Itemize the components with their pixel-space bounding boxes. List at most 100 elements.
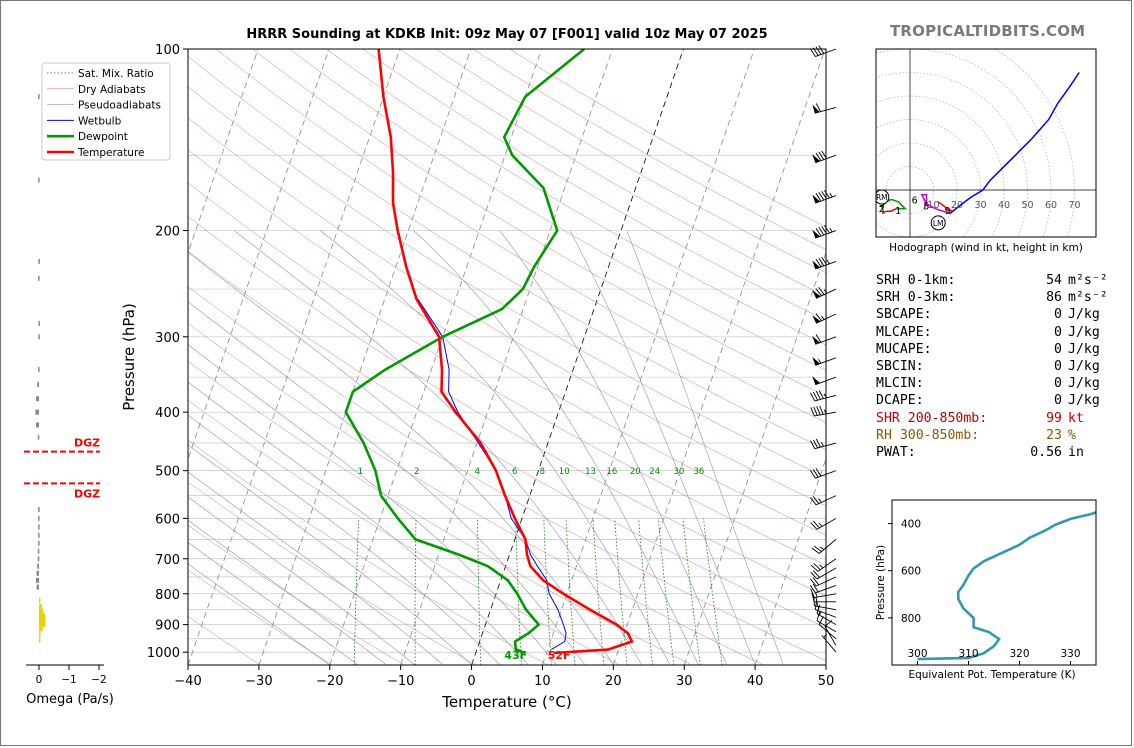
wind-barbs xyxy=(809,45,837,665)
wind-barb xyxy=(810,576,837,587)
mixing-ratio-line xyxy=(543,518,552,665)
dry-adiabat xyxy=(188,216,826,597)
surface-dewpoint-label: 43F xyxy=(504,649,527,662)
brand-watermark: TROPICALTIDBITS.COM xyxy=(890,22,1086,40)
omega-tick-label: −2 xyxy=(91,674,106,686)
stat-row: SHR 200-850mb: 99 kt xyxy=(876,410,1126,427)
omega-bar xyxy=(39,613,45,619)
dry-adiabat xyxy=(188,117,826,507)
hodograph-trace xyxy=(949,72,1080,215)
hodograph-panel: 10 20 30 40 50 60 70 123 56 9 RM LM Hodograph (wind … xyxy=(875,48,1097,254)
omega-bar xyxy=(38,524,40,530)
theta-e-panel: 300 310 320 330 400 600 800 Pressure (hPa) Equiv… xyxy=(875,499,1097,681)
stat-value: 54 xyxy=(1046,273,1062,288)
wind-barb xyxy=(809,583,837,594)
y-tick-label: 300 xyxy=(155,331,180,346)
hodograph-height-label: 2 xyxy=(879,204,885,215)
wind-barb xyxy=(810,518,837,530)
dry-adiabat xyxy=(289,49,826,371)
mixing-ratio-label: 4 xyxy=(475,467,480,477)
hodograph-ring-label: 60 xyxy=(1045,200,1057,211)
isotherm xyxy=(188,49,401,665)
omega-bar xyxy=(39,617,46,623)
wind-barb xyxy=(810,567,837,580)
hodograph-height-label: 3 xyxy=(879,199,885,210)
mixing-ratio-line xyxy=(682,518,701,665)
wind-barb xyxy=(811,539,837,554)
pseudo-adiabat xyxy=(188,381,529,665)
stat-unit: J/kg xyxy=(1068,307,1100,323)
mixing-ratio-label: 20 xyxy=(630,467,641,477)
omega-bar xyxy=(38,507,40,513)
stat-row: SBCAPE: 0 J/kg xyxy=(876,306,1126,323)
isotherm xyxy=(329,49,543,665)
hodograph-height-label: 9 xyxy=(945,206,951,217)
hodograph-ring-label: 30 xyxy=(974,200,986,211)
omega-bar xyxy=(35,409,39,415)
omega-bar xyxy=(38,320,40,326)
pseudo-adiabat xyxy=(569,230,756,665)
pseudo-adiabat xyxy=(626,230,784,665)
wind-barb xyxy=(812,150,837,164)
dry-adiabat xyxy=(188,55,826,450)
x-tick-label: 10 xyxy=(534,674,551,689)
wind-barb xyxy=(812,376,837,386)
dry-adiabat xyxy=(362,49,826,321)
hodograph-height-label: 6 xyxy=(912,196,918,207)
pseudo-adiabat xyxy=(188,251,614,665)
omega-bar xyxy=(36,577,39,583)
stat-unit: m²s⁻² xyxy=(1068,273,1108,288)
dry-adiabat xyxy=(188,182,826,566)
omega-bar xyxy=(36,422,39,428)
hodograph-trace xyxy=(880,198,908,214)
wind-barb xyxy=(812,313,837,324)
dry-adiabat xyxy=(188,524,405,665)
omega-bar xyxy=(39,626,43,632)
omega-bar xyxy=(37,563,39,569)
legend-entry: Temperature xyxy=(77,147,145,159)
stat-value: 0 xyxy=(1054,341,1062,357)
legend-entry: Wetbulb xyxy=(78,115,122,127)
dry-adiabat xyxy=(188,440,549,665)
mixing-ratio-line xyxy=(353,518,359,665)
x-tick-label: 50 xyxy=(818,674,835,689)
hodograph-ring-label: 50 xyxy=(1021,200,1033,211)
wind-barb xyxy=(821,633,837,653)
surface-temperature-label: 52F xyxy=(548,649,571,662)
stat-label: SBCAPE: xyxy=(876,307,932,323)
mixing-ratio-line xyxy=(658,518,675,665)
mixing-ratio-label: 10 xyxy=(559,467,570,477)
omega-bar xyxy=(39,597,41,603)
mixing-ratio-label: 2 xyxy=(414,467,419,477)
dry-adiabat xyxy=(188,399,621,665)
stat-value: 86 xyxy=(1046,290,1062,306)
mixing-ratio-line xyxy=(703,518,723,665)
pseudo-adiabat xyxy=(499,230,728,665)
omega-bar xyxy=(36,570,39,576)
theta-e-x-label: Equivalent Pot. Temperature (K) xyxy=(908,669,1075,681)
omega-bar xyxy=(38,334,40,340)
pseudo-adiabat xyxy=(188,563,330,665)
stat-label: DCAPE: xyxy=(876,393,924,409)
dry-adiabat xyxy=(252,49,826,397)
theta-e-x-tick-label: 310 xyxy=(958,648,978,660)
pseudo-adiabat xyxy=(188,444,472,665)
stat-row: MLCIN: 0 J/kg xyxy=(876,375,1126,392)
pseudo-adiabat xyxy=(188,542,359,665)
hodograph-caption: Hodograph (wind in kt, height in km) xyxy=(889,242,1083,254)
omega-bar xyxy=(38,258,40,264)
pseudo-adiabat xyxy=(320,230,671,665)
temperature-line xyxy=(377,49,634,655)
isotherm xyxy=(683,251,826,665)
stat-unit: in xyxy=(1068,444,1084,460)
skewt-plot-area: 1 2 4 6 8 10 13 16 20 24 30 36 xyxy=(188,49,826,665)
isotherm xyxy=(612,49,826,665)
y-tick-label: 500 xyxy=(155,465,180,480)
x-tick-label: 30 xyxy=(676,674,693,689)
dgz-label: DGZ xyxy=(74,487,100,500)
dry-adiabats xyxy=(188,49,826,665)
omega-axis-label: Omega (Pa/s) xyxy=(26,692,114,707)
storm-motion-marker xyxy=(876,189,890,205)
